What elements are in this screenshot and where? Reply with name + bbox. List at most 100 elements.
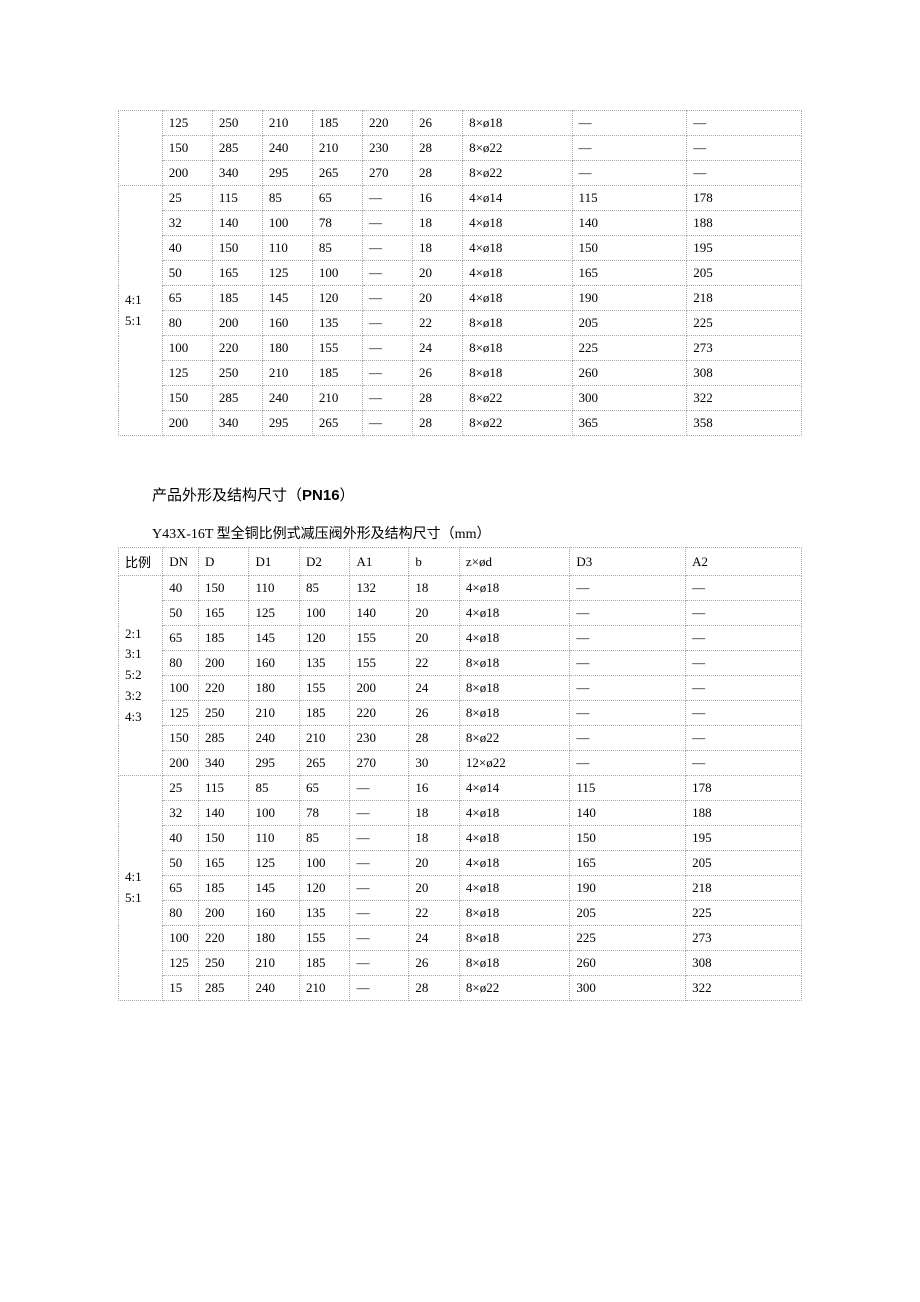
table-cell: 80	[162, 311, 212, 336]
table-cell: 16	[413, 186, 463, 211]
table-row: 3214010078—184×ø18140188	[119, 211, 802, 236]
table-cell: 24	[409, 926, 460, 951]
column-header: D2	[299, 548, 350, 576]
table-cell: —	[350, 976, 409, 1001]
table-cell: 200	[198, 901, 249, 926]
table-cell: 125	[163, 951, 199, 976]
table-row: 50165125100140204×ø18——	[119, 601, 802, 626]
column-header: DN	[163, 548, 199, 576]
table-row: 200340295265270288×ø22——	[119, 161, 802, 186]
table-cell: 4×ø18	[459, 826, 570, 851]
table-cell: 18	[409, 826, 460, 851]
table-cell: 185	[312, 361, 362, 386]
table-cell: 20	[409, 851, 460, 876]
section-title-prefix: 产品外形及结构尺寸（	[152, 488, 302, 504]
table-cell: 145	[249, 626, 300, 651]
table-cell: 160	[262, 311, 312, 336]
table-cell: —	[570, 576, 686, 601]
table-cell: 150	[163, 726, 199, 751]
table-cell: 115	[212, 186, 262, 211]
table-cell: 265	[299, 751, 350, 776]
table-cell: —	[686, 601, 802, 626]
table-cell: 65	[163, 876, 199, 901]
table-cell: 100	[162, 336, 212, 361]
column-header: z×ød	[459, 548, 570, 576]
table-cell: 22	[413, 311, 463, 336]
table-cell: 125	[163, 701, 199, 726]
table-cell: 200	[198, 651, 249, 676]
table-cell: 8×ø22	[459, 726, 570, 751]
table-cell: 150	[198, 826, 249, 851]
table-cell: 32	[163, 801, 199, 826]
column-header: D3	[570, 548, 686, 576]
table-cell: 178	[686, 776, 802, 801]
table-cell: 8×ø22	[463, 386, 572, 411]
table-cell: 120	[299, 626, 350, 651]
table-cell: 322	[687, 386, 802, 411]
table-cell: —	[362, 336, 412, 361]
table-cell: 200	[163, 751, 199, 776]
table-cell: 140	[198, 801, 249, 826]
table-cell: 210	[312, 136, 362, 161]
table-cell: 4×ø18	[459, 601, 570, 626]
table-cell: —	[687, 161, 802, 186]
table-cell: 8×ø22	[463, 136, 572, 161]
table-cell: 340	[198, 751, 249, 776]
table-cell: —	[570, 626, 686, 651]
table-cell: 85	[249, 776, 300, 801]
table-cell: 4×ø18	[459, 851, 570, 876]
table-row: 125250210185220268×ø18——	[119, 111, 802, 136]
table-cell: 250	[198, 701, 249, 726]
table-cell: 22	[409, 901, 460, 926]
table-cell: 210	[249, 951, 300, 976]
table-row: 100220180155—248×ø18225273	[119, 926, 802, 951]
table-cell: 185	[312, 111, 362, 136]
table-cell: 265	[312, 411, 362, 436]
table-cell: 210	[249, 701, 300, 726]
table-header-row: 比例DNDD1D2A1bz×ødD3A2	[119, 548, 802, 576]
table-cell: 218	[687, 286, 802, 311]
table-cell: 285	[198, 726, 249, 751]
table-cell: 220	[198, 926, 249, 951]
table-cell: 4×ø18	[463, 236, 572, 261]
table-cell: —	[572, 136, 687, 161]
table-cell: 185	[198, 626, 249, 651]
table-row: 100220180155—248×ø18225273	[119, 336, 802, 361]
table-cell: —	[572, 111, 687, 136]
section-title-pn16: 产品外形及结构尺寸（PN16）	[152, 484, 802, 505]
table-cell: 20	[413, 286, 463, 311]
table-cell: 18	[409, 576, 460, 601]
table-cell: 250	[198, 951, 249, 976]
table-cell: 230	[362, 136, 412, 161]
table-cell: 308	[687, 361, 802, 386]
ratio-cell: 2:13:15:23:24:3	[119, 576, 163, 776]
table-cell: —	[362, 311, 412, 336]
table-cell: 180	[249, 926, 300, 951]
table-cell: 260	[572, 361, 687, 386]
table-row: 150285240210—288×ø22300322	[119, 386, 802, 411]
column-header: b	[409, 548, 460, 576]
table-cell: 340	[212, 411, 262, 436]
table-cell: 210	[299, 976, 350, 1001]
table-cell: 26	[409, 951, 460, 976]
table-cell: 260	[570, 951, 686, 976]
table-cell: —	[362, 411, 412, 436]
table-cell: 100	[299, 851, 350, 876]
table-cell: 65	[163, 626, 199, 651]
table-cell: 230	[350, 726, 409, 751]
table-cell: 200	[350, 676, 409, 701]
table-row: 65185145120—204×ø18190218	[119, 286, 802, 311]
table-cell: 100	[312, 261, 362, 286]
table-cell: —	[570, 751, 686, 776]
table-cell: —	[362, 286, 412, 311]
table-cell: 85	[262, 186, 312, 211]
table-cell: 100	[262, 211, 312, 236]
table-cell: 200	[162, 161, 212, 186]
table-cell: 28	[413, 411, 463, 436]
table-cell: 30	[409, 751, 460, 776]
ratio-cell: 4:15:1	[119, 776, 163, 1001]
table-cell: 4×ø18	[459, 626, 570, 651]
table-cell: 110	[249, 576, 300, 601]
table-cell: 295	[249, 751, 300, 776]
table-cell: 155	[299, 926, 350, 951]
